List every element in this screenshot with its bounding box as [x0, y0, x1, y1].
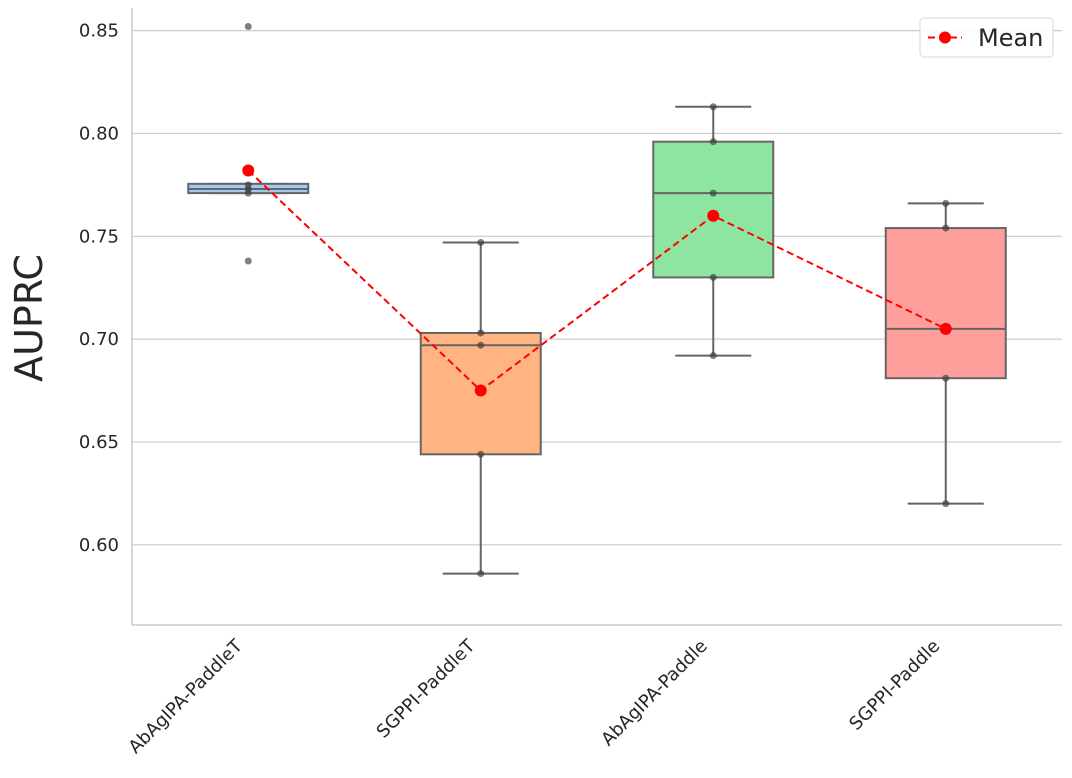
mean-marker	[707, 209, 720, 222]
box-body	[652, 140, 775, 279]
data-point	[477, 450, 485, 458]
legend-frame	[919, 17, 1054, 58]
y-tick-label: 0.75	[79, 226, 119, 247]
data-point	[477, 329, 485, 337]
axes	[131, 8, 1062, 626]
y-tick-label: 0.70	[79, 329, 119, 350]
x-tick-label: SGPPI-Paddle	[845, 636, 944, 735]
data-point	[244, 189, 252, 197]
legend: Mean	[919, 17, 1054, 58]
data-point	[244, 257, 252, 265]
data-point	[709, 103, 717, 111]
y-tick-label: 0.85	[79, 21, 119, 42]
y-tick-label: 0.60	[79, 535, 119, 556]
data-point	[244, 23, 252, 31]
box-SGPPI-Paddle	[884, 202, 1007, 505]
data-point	[477, 570, 485, 578]
box-AbAgIPA-Paddle	[652, 105, 775, 357]
box-body	[884, 227, 1007, 380]
data-point	[942, 199, 950, 207]
mean-marker	[474, 384, 487, 397]
mean-marker	[242, 164, 255, 177]
data-point	[942, 224, 950, 232]
x-tick-labels: AbAgIPA-PaddleT SGPPI-PaddleT AbAgIPA-Padd…	[125, 635, 945, 758]
data-point	[477, 238, 485, 246]
x-tick-label: AbAgIPA-Paddle	[597, 636, 711, 750]
data-point	[477, 341, 485, 349]
mean-line	[247, 169, 947, 392]
legend-marker-swatch	[939, 31, 951, 44]
y-tick-label: 0.65	[79, 432, 119, 453]
y-axis-label: AUPRC	[7, 254, 51, 382]
data-point	[709, 189, 717, 197]
mean-series	[242, 164, 952, 397]
data-point	[709, 352, 717, 360]
data-point	[942, 500, 950, 508]
x-tick-label: AbAgIPA-PaddleT	[125, 635, 248, 758]
legend-label-mean: Mean	[978, 24, 1043, 52]
box-SGPPI-PaddleT	[419, 241, 542, 575]
y-tick-labels: 0.60 0.65 0.70 0.75 0.80 0.85	[79, 21, 119, 556]
data-point	[709, 138, 717, 146]
box-plots	[187, 105, 1007, 575]
data-point	[942, 374, 950, 382]
data-point	[709, 273, 717, 281]
grid-lines	[132, 30, 1062, 546]
y-tick-label: 0.80	[79, 123, 119, 144]
x-tick-label: SGPPI-PaddleT	[373, 635, 480, 742]
mean-marker	[939, 322, 952, 335]
data-points	[244, 23, 950, 578]
